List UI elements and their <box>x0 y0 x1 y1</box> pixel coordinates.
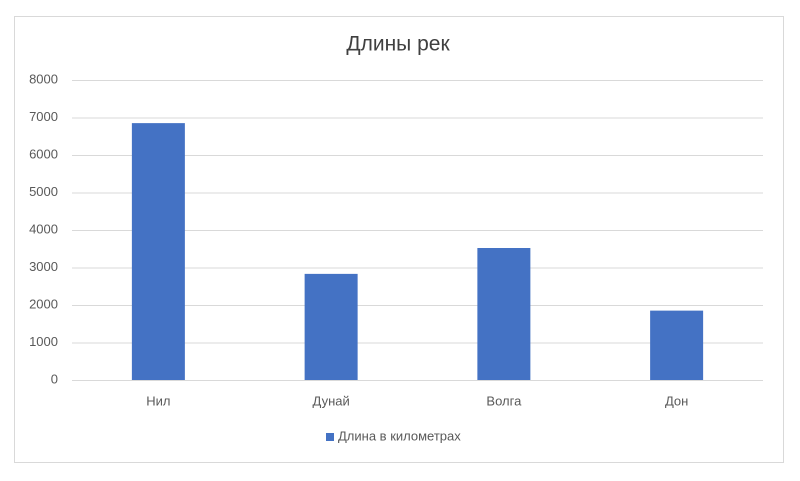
x-tick-label: Дунай <box>312 393 349 408</box>
y-tick-label: 5000 <box>29 184 58 199</box>
y-tick-label: 2000 <box>29 296 58 311</box>
x-tick-label: Нил <box>146 393 170 408</box>
y-tick-label: 0 <box>51 371 58 386</box>
y-tick-label: 3000 <box>29 259 58 274</box>
chart-title: Длины рек <box>346 33 450 56</box>
legend-label: Длина в километрах <box>338 428 461 443</box>
y-tick-label: 1000 <box>29 334 58 349</box>
x-tick-label: Волга <box>486 393 522 408</box>
y-tick-label: 6000 <box>29 146 58 161</box>
x-tick-label: Дон <box>665 393 688 408</box>
bar <box>650 310 704 380</box>
bar <box>477 248 531 380</box>
y-tick-label: 7000 <box>29 109 58 124</box>
y-tick-label: 8000 <box>29 71 58 86</box>
bar <box>131 123 185 380</box>
legend-marker <box>326 433 334 441</box>
y-tick-label: 4000 <box>29 221 58 236</box>
bar <box>304 273 358 380</box>
